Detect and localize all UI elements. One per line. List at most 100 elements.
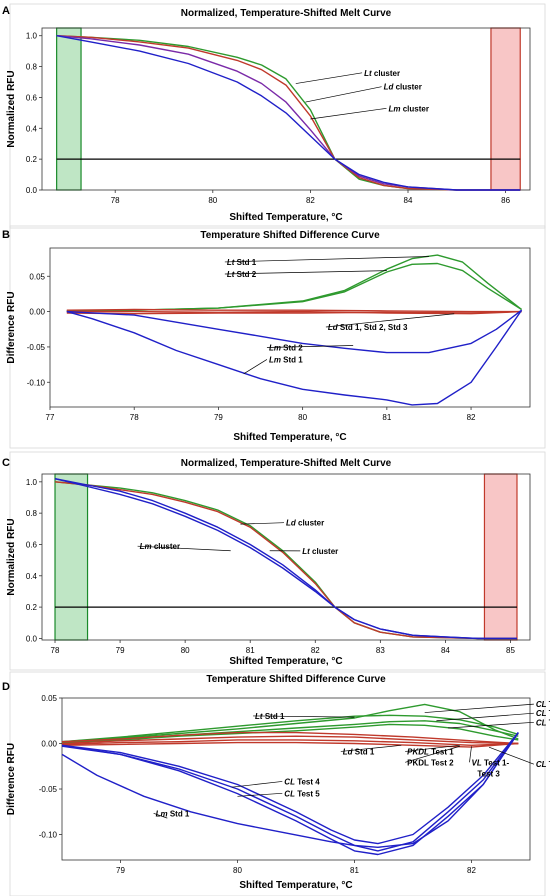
series-line-2: [66, 262, 522, 312]
x-tick-label: 86: [501, 196, 510, 205]
threshold-band: [483, 473, 518, 641]
y-axis-label: Normalized RFU: [6, 518, 17, 595]
annotation-label: VL Test 1-: [472, 758, 510, 767]
y-axis-label: Difference RFU: [6, 743, 17, 815]
annotation-label: Test 3: [477, 769, 500, 778]
y-tick-label: 0.6: [26, 540, 38, 549]
annotation-label: Lt Std 1: [227, 258, 257, 267]
y-tick-label: 0.2: [26, 155, 38, 164]
plot-area: [41, 27, 531, 191]
panel-label: A: [2, 5, 10, 17]
annotation-leader: [424, 703, 534, 713]
annotation-label: Lm Std 2: [269, 343, 303, 352]
threshold-band: [56, 27, 82, 191]
x-tick-label: 79: [116, 646, 125, 655]
annotation-label: Ld Std 1: [343, 747, 375, 756]
annotation-leader: [340, 744, 402, 752]
x-axis-label: Shifted Temperature, °C: [239, 880, 352, 891]
annotation-leader: [405, 744, 460, 752]
series-line-9: [61, 732, 519, 845]
x-tick-label: 81: [246, 646, 255, 655]
series-line-3: [56, 35, 521, 191]
panel-B: B Temperature Shifted Difference Curve 77 7…: [2, 225, 546, 449]
annotation-label: Lt Std 1: [255, 712, 285, 721]
plot-area: [61, 697, 531, 861]
y-axis-label: Difference RFU: [6, 291, 17, 363]
series-line-4: [56, 35, 521, 191]
y-tick-label: 0.00: [29, 308, 45, 317]
annotation-leader: [224, 256, 429, 263]
x-tick-label: 78: [111, 196, 120, 205]
annotation-label: Ld cluster: [286, 519, 324, 528]
x-tick-label: 77: [46, 413, 55, 422]
x-tick-label: 82: [306, 196, 315, 205]
chart-title: Normalized, Temperature-Shifted Melt Cur…: [181, 8, 392, 19]
x-tick-label: 80: [298, 413, 307, 422]
x-tick-label: 79: [214, 413, 223, 422]
annotation-leader: [237, 792, 283, 797]
x-tick-label: 78: [130, 413, 139, 422]
y-tick-label: 1.0: [26, 478, 38, 487]
plot-area: [49, 247, 531, 408]
annotation-label: CL Test 1: [536, 700, 550, 709]
annotation-leader: [310, 107, 387, 120]
y-tick-label: -0.05: [27, 343, 46, 352]
annotation-label: Lm cluster: [388, 104, 428, 113]
y-tick-label: 0.2: [26, 603, 38, 612]
chart-title: Temperature Shifted Difference Curve: [200, 230, 380, 241]
annotation-leader: [488, 746, 534, 765]
x-axis-label: Shifted Temperature, °C: [229, 656, 342, 667]
annotation-leader: [231, 781, 283, 788]
series-line-12: [61, 732, 519, 848]
annotation-label: Lt cluster: [302, 547, 338, 556]
y-tick-label: 0.05: [41, 694, 57, 703]
series-line-7: [66, 309, 523, 406]
series-line-3: [66, 308, 522, 313]
annotation-leader: [224, 270, 387, 275]
annotation-leader: [448, 721, 534, 729]
x-axis-label: Shifted Temperature, °C: [233, 432, 346, 443]
chart-title: Temperature Shifted Difference Curve: [206, 674, 386, 685]
panel-D: D Temperature Shifted Difference Curve 79 8…: [2, 671, 550, 896]
series-line-10: [61, 732, 519, 852]
x-tick-label: 83: [376, 646, 385, 655]
annotation-label: Lm cluster: [140, 542, 180, 551]
annotation-leader: [305, 86, 382, 103]
y-tick-label: 0.4: [26, 124, 38, 133]
panel-frame: [9, 451, 546, 671]
annotation-leader: [436, 712, 534, 722]
threshold-band: [490, 27, 521, 191]
series-line-4: [54, 478, 517, 640]
y-tick-label: -0.05: [39, 785, 58, 794]
chart-title: Normalized, Temperature-Shifted Melt Cur…: [181, 458, 392, 469]
x-tick-label: 80: [233, 866, 242, 875]
panel-A: A Normalized, Temperature-Shifted Melt Cu…: [2, 3, 546, 229]
x-tick-label: 79: [116, 866, 125, 875]
y-axis-label: Normalized RFU: [6, 70, 17, 147]
annotation-label: Ld cluster: [384, 83, 422, 92]
threshold-band: [54, 473, 89, 641]
x-tick-label: 81: [350, 866, 359, 875]
series-line-11: [61, 732, 519, 856]
series-line-2: [54, 481, 517, 640]
panel-label: D: [2, 681, 10, 693]
annotation-label: Lt Std 2: [227, 270, 257, 279]
x-tick-label: 80: [181, 646, 190, 655]
series-line-6: [61, 735, 519, 745]
annotation-leader: [240, 522, 285, 525]
series-line-1: [56, 35, 521, 191]
annotation-leader: [137, 545, 231, 552]
plot-area: [41, 473, 531, 641]
y-tick-label: 1.0: [26, 32, 38, 41]
annotation-label: Lt cluster: [364, 69, 400, 78]
panel-C: C Normalized, Temperature-Shifted Melt Cu…: [2, 451, 546, 671]
annotation-label: CL Test 2: [536, 709, 550, 718]
annotation-label: CL Test 3: [536, 718, 550, 727]
annotation-label: CL Test 5: [284, 789, 320, 798]
y-tick-label: 0.05: [29, 272, 45, 281]
annotation-label: CL Test 4: [284, 777, 320, 786]
annotation-leader: [295, 72, 363, 84]
y-tick-label: 0.0: [26, 186, 38, 195]
y-tick-label: 0.6: [26, 93, 38, 102]
